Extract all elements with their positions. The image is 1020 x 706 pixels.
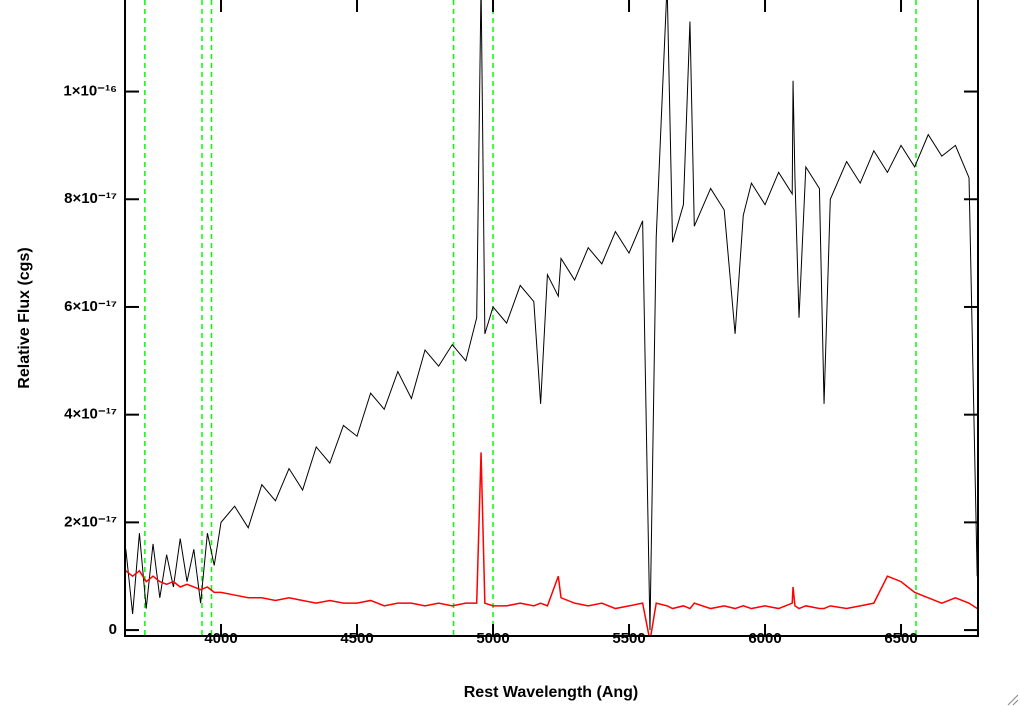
plot-area bbox=[125, 0, 978, 636]
x-tick-label: 5000 bbox=[476, 630, 509, 647]
x-tick-label: 6000 bbox=[748, 630, 781, 647]
y-axis-title: Relative Flux (cgs) bbox=[16, 247, 33, 388]
y-tick-label: 0 bbox=[109, 621, 117, 638]
y-tick-label: 8×10⁻¹⁷ bbox=[64, 190, 117, 207]
x-axis-title: Rest Wavelength (Ang) bbox=[464, 684, 639, 701]
x-tick-label: 4000 bbox=[204, 630, 237, 647]
spectrum-line bbox=[125, 452, 978, 636]
spectrum-line bbox=[125, 0, 978, 631]
y-tick-label: 2×10⁻¹⁷ bbox=[64, 513, 117, 530]
y-tick-label: 6×10⁻¹⁷ bbox=[64, 298, 117, 315]
x-tick-label: 4500 bbox=[340, 630, 373, 647]
y-tick-label: 4×10⁻¹⁷ bbox=[64, 406, 117, 423]
axes-frame bbox=[124, 0, 979, 637]
x-tick-label: 6500 bbox=[884, 630, 917, 647]
x-tick-label: 5500 bbox=[612, 630, 645, 647]
resize-grip bbox=[1007, 694, 1019, 706]
y-tick-label: 1×10⁻¹⁶ bbox=[63, 83, 117, 100]
